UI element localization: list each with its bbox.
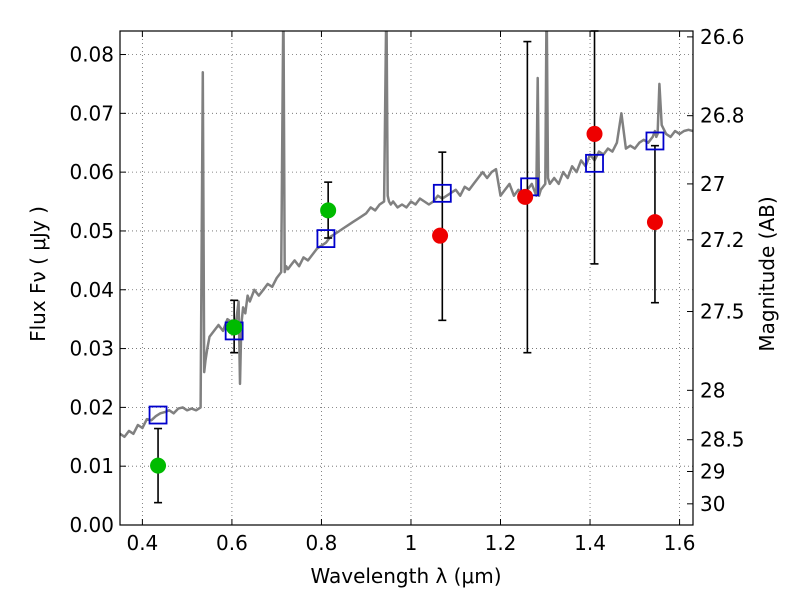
y-tick-label: 0.06 [69, 160, 114, 184]
model-photometry-square [645, 131, 665, 151]
right-tick-label: 28.5 [700, 428, 745, 452]
data-points [148, 125, 665, 474]
right-tick-label: 28 [700, 378, 725, 402]
spectrum-line [120, 31, 693, 439]
y-tick-label: 0.07 [69, 101, 114, 125]
y-tick-label: 0.01 [69, 454, 114, 478]
y-tick-label: 0.05 [69, 219, 114, 243]
y-tick-label: 0.03 [69, 337, 114, 361]
red-point [586, 125, 603, 142]
right-tick-label: 26.8 [700, 104, 745, 128]
model-photometry-square [585, 153, 604, 173]
x-tick-label: 0.8 [306, 531, 338, 555]
model-photometry-square [316, 229, 336, 248]
right-tick-label: 27.5 [700, 300, 745, 324]
ticks: 0.4 0.6 0.8 1 1.2 1.4 1.6 0.00 0.01 0.02 0.03 0.04 0… [69, 25, 744, 555]
red-point [432, 227, 449, 244]
x-tick-label: 1.2 [485, 531, 517, 555]
model-photometry-square [148, 405, 168, 425]
x-tick-label: 1.6 [664, 531, 696, 555]
x-tick-label: 1.4 [574, 531, 606, 555]
y-tick-label: 0.00 [69, 513, 114, 537]
x-tick-label: 0.6 [216, 531, 248, 555]
plot-frame [119, 30, 694, 526]
error-bars [154, 30, 659, 504]
detection-point [320, 202, 337, 219]
right-tick-label: 30 [700, 492, 725, 516]
right-tick-label: 27 [700, 172, 725, 196]
grid [120, 31, 693, 526]
red-point [646, 214, 663, 231]
y-tick-label: 0.04 [69, 278, 114, 302]
detection-point [150, 457, 167, 474]
model-photometry-square [432, 183, 452, 203]
y-axis-label-right: Magnitude (AB) [755, 196, 779, 351]
x-tick-label: 0.4 [126, 531, 158, 555]
right-tick-label: 29 [700, 459, 725, 483]
red-point [517, 188, 534, 205]
right-tick-label: 26.6 [700, 25, 745, 49]
detection-point [226, 319, 243, 336]
right-tick-label: 27.2 [700, 228, 745, 252]
y-tick-label: 0.08 [69, 43, 114, 67]
model-spectrum [120, 31, 693, 439]
x-axis-label: Wavelength λ (μm) [310, 564, 501, 588]
y-axis-label-left: Flux Fν ( μJy ) [26, 206, 50, 342]
y-tick-label: 0.02 [69, 395, 114, 419]
x-tick-label: 1 [405, 531, 418, 555]
